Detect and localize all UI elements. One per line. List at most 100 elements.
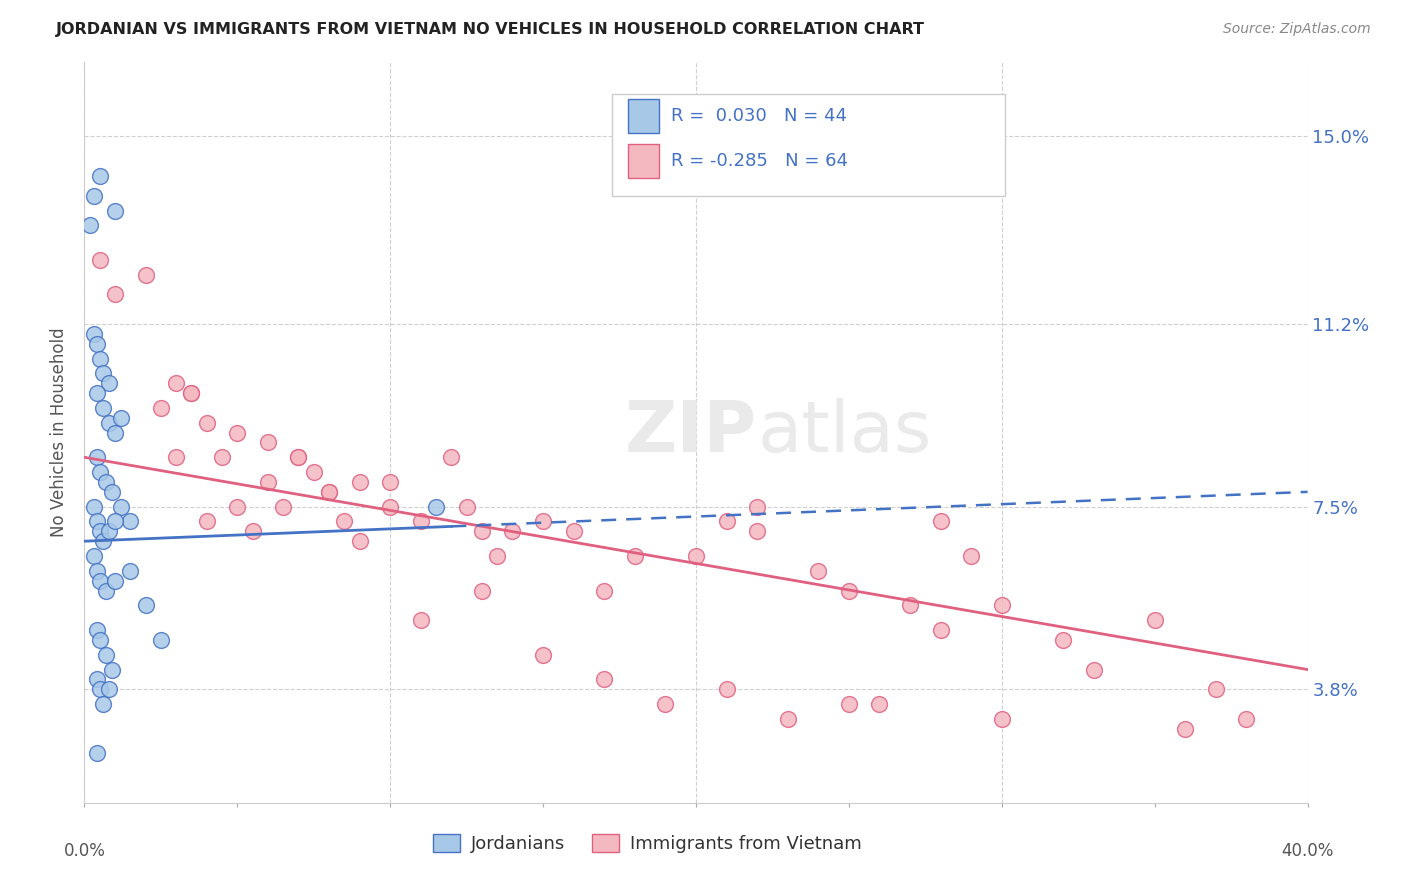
Point bbox=[425, 500, 447, 514]
Point bbox=[654, 697, 676, 711]
Point bbox=[104, 203, 127, 218]
Point bbox=[91, 367, 114, 381]
Point bbox=[91, 534, 114, 549]
Point bbox=[409, 613, 432, 627]
Point bbox=[104, 425, 127, 440]
Point bbox=[716, 515, 738, 529]
Point bbox=[287, 450, 309, 465]
Point bbox=[89, 252, 111, 267]
Point bbox=[94, 583, 117, 598]
Point bbox=[89, 465, 111, 479]
Point bbox=[91, 401, 114, 415]
Point bbox=[180, 386, 202, 401]
Point bbox=[991, 599, 1014, 613]
Point bbox=[776, 712, 799, 726]
Point bbox=[471, 524, 494, 539]
Text: ZIP: ZIP bbox=[624, 398, 758, 467]
Point bbox=[380, 500, 402, 514]
Point bbox=[135, 268, 157, 282]
Point bbox=[110, 410, 132, 425]
Point bbox=[86, 747, 108, 761]
Point bbox=[747, 524, 769, 539]
Point bbox=[97, 376, 120, 391]
Point bbox=[180, 386, 202, 401]
Point bbox=[101, 663, 124, 677]
Point bbox=[838, 583, 860, 598]
Point bbox=[838, 697, 860, 711]
Point bbox=[257, 475, 280, 489]
Point bbox=[531, 515, 554, 529]
Point bbox=[83, 188, 105, 202]
Point bbox=[195, 416, 218, 430]
Text: atlas: atlas bbox=[758, 398, 932, 467]
Point bbox=[318, 484, 340, 499]
Point bbox=[149, 632, 172, 647]
Point bbox=[91, 697, 114, 711]
Point bbox=[89, 351, 111, 366]
Point bbox=[898, 599, 921, 613]
Point bbox=[149, 401, 172, 415]
Text: JORDANIAN VS IMMIGRANTS FROM VIETNAM NO VEHICLES IN HOUSEHOLD CORRELATION CHART: JORDANIAN VS IMMIGRANTS FROM VIETNAM NO … bbox=[56, 22, 925, 37]
Point bbox=[747, 500, 769, 514]
Point bbox=[165, 450, 187, 465]
Point bbox=[101, 484, 124, 499]
Point bbox=[593, 673, 616, 687]
Point bbox=[1052, 632, 1074, 647]
Point bbox=[211, 450, 233, 465]
Point bbox=[624, 549, 647, 563]
Y-axis label: No Vehicles in Household: No Vehicles in Household bbox=[51, 327, 69, 538]
Point bbox=[86, 673, 108, 687]
Point bbox=[104, 574, 127, 588]
Point bbox=[1143, 613, 1166, 627]
Point bbox=[333, 515, 356, 529]
Text: 0.0%: 0.0% bbox=[63, 842, 105, 860]
Point bbox=[195, 515, 218, 529]
Point bbox=[83, 326, 105, 341]
Text: R =  0.030   N = 44: R = 0.030 N = 44 bbox=[671, 107, 846, 125]
Text: Source: ZipAtlas.com: Source: ZipAtlas.com bbox=[1223, 22, 1371, 37]
Text: R = -0.285   N = 64: R = -0.285 N = 64 bbox=[671, 152, 848, 169]
Point bbox=[86, 623, 108, 637]
Point bbox=[86, 336, 108, 351]
Point bbox=[226, 500, 249, 514]
Point bbox=[869, 697, 891, 711]
Point bbox=[716, 682, 738, 697]
Point bbox=[991, 712, 1014, 726]
Point bbox=[807, 564, 830, 578]
Point bbox=[83, 500, 105, 514]
Point bbox=[1236, 712, 1258, 726]
Point bbox=[94, 475, 117, 489]
Point bbox=[349, 475, 371, 489]
Point bbox=[86, 386, 108, 401]
Point bbox=[86, 515, 108, 529]
Point bbox=[97, 416, 120, 430]
Point bbox=[257, 435, 280, 450]
Point bbox=[97, 524, 120, 539]
Point bbox=[83, 549, 105, 563]
Point bbox=[929, 623, 952, 637]
Point bbox=[593, 583, 616, 598]
Legend: Jordanians, Immigrants from Vietnam: Jordanians, Immigrants from Vietnam bbox=[426, 827, 869, 861]
Point bbox=[1174, 722, 1197, 736]
Point bbox=[1205, 682, 1227, 697]
Point bbox=[86, 564, 108, 578]
Point bbox=[104, 287, 127, 301]
Point bbox=[440, 450, 463, 465]
Point bbox=[104, 515, 127, 529]
Point bbox=[242, 524, 264, 539]
Point bbox=[135, 599, 157, 613]
Point bbox=[562, 524, 585, 539]
Point bbox=[486, 549, 509, 563]
Point bbox=[456, 500, 478, 514]
Point bbox=[89, 632, 111, 647]
Point bbox=[471, 583, 494, 598]
Point bbox=[89, 574, 111, 588]
Point bbox=[89, 524, 111, 539]
Point bbox=[89, 682, 111, 697]
Point bbox=[226, 425, 249, 440]
Point bbox=[165, 376, 187, 391]
Point bbox=[271, 500, 294, 514]
Text: 40.0%: 40.0% bbox=[1281, 842, 1334, 860]
Point bbox=[1083, 663, 1105, 677]
Point bbox=[318, 484, 340, 499]
